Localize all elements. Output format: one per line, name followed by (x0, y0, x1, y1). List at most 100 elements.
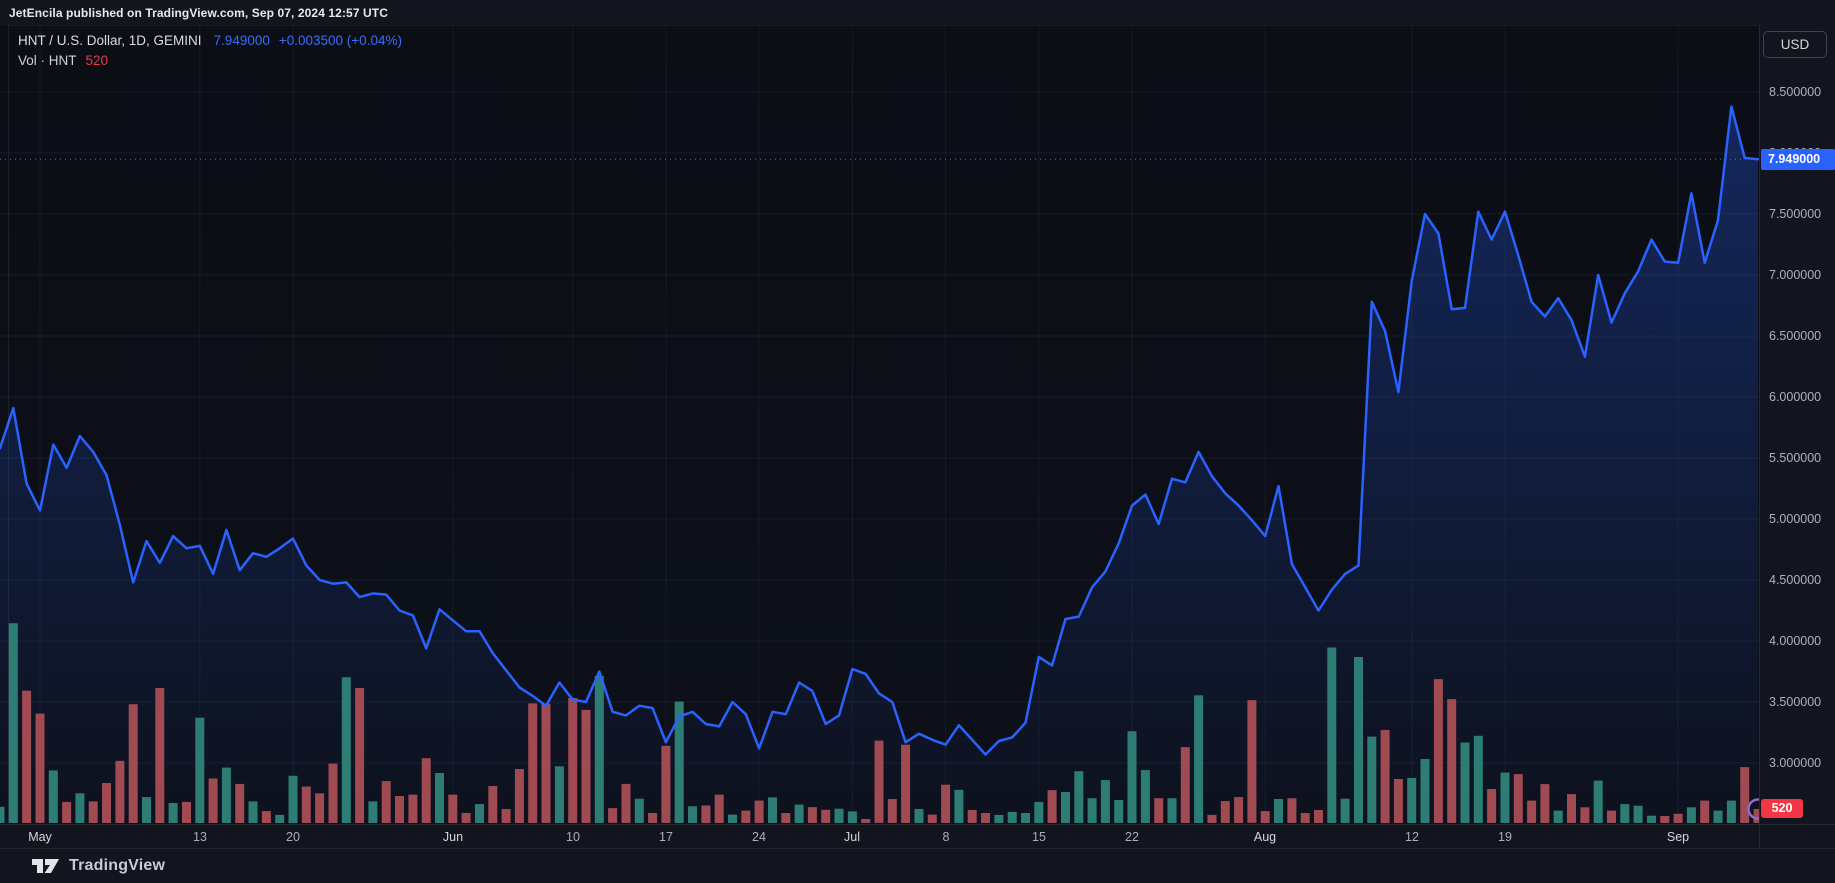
price-chart[interactable] (0, 25, 1759, 824)
legend-symbol-row[interactable]: HNT / U.S. Dollar, 1D, GEMINI 7.949000 +… (18, 31, 402, 49)
volume-bar (954, 789, 964, 823)
volume-bar (781, 813, 791, 823)
attribution-bar: JetEncila published on TradingView.com, … (0, 0, 1835, 25)
volume-bar (235, 783, 245, 823)
time-axis-label: 10 (566, 830, 580, 844)
price-axis-label: 7.000000 (1769, 268, 1822, 282)
volume-bar (381, 781, 391, 823)
volume-bar (568, 698, 578, 823)
volume-bar (648, 813, 658, 823)
volume-bar (1700, 800, 1710, 823)
time-axis-label: 17 (659, 830, 673, 844)
time-axis-label: Aug (1253, 830, 1277, 844)
price-axis[interactable]: USD 8.5000008.0000007.5000007.0000006.50… (1759, 25, 1835, 824)
volume-bar (594, 675, 604, 824)
volume-bar (1007, 811, 1017, 823)
volume-bar (461, 813, 471, 823)
time-axis-label: May (28, 830, 52, 844)
attribution-text: JetEncila published on TradingView.com, … (9, 5, 388, 20)
volume-bar (927, 814, 937, 823)
volume-bar (1300, 813, 1310, 823)
volume-bar (967, 810, 977, 823)
volume-bar (48, 770, 58, 823)
volume-bar (941, 784, 951, 823)
tradingview-logo-icon (32, 859, 59, 873)
price-axis-label: 7.500000 (1769, 207, 1822, 221)
time-axis-label: 24 (752, 830, 766, 844)
symbol-title[interactable]: HNT / U.S. Dollar, 1D, GEMINI (18, 32, 202, 48)
time-axis-label: 12 (1405, 830, 1419, 844)
volume-bar (368, 801, 378, 823)
volume-bar (514, 769, 524, 823)
volume-bar (981, 813, 990, 823)
current-volume-badge: 520 (1761, 799, 1803, 818)
volume-bar (1407, 777, 1417, 823)
time-axis-label: 15 (1032, 830, 1046, 844)
volume-bar (1220, 801, 1230, 823)
volume-bar (1340, 798, 1350, 823)
volume-bar (834, 808, 844, 823)
last-price-value: 7.949000 (213, 32, 270, 48)
volume-bar (528, 703, 538, 823)
chart-legend: HNT / U.S. Dollar, 1D, GEMINI 7.949000 +… (18, 31, 402, 71)
volume-bar (395, 796, 404, 823)
price-axis-label: 3.500000 (1769, 695, 1822, 709)
price-axis-label: 4.500000 (1769, 573, 1822, 587)
volume-bar (1447, 699, 1457, 823)
volume-bar (248, 801, 258, 823)
volume-bar (714, 794, 724, 823)
last-bar-highlight-ring (1747, 798, 1759, 820)
volume-bar (1167, 798, 1177, 823)
volume-bar (1633, 805, 1643, 823)
volume-bar (341, 677, 351, 823)
time-axis-label: 20 (286, 830, 300, 844)
volume-bar (221, 767, 231, 823)
volume-bar (1140, 770, 1150, 823)
volume-bar (1500, 772, 1510, 823)
volume-bar (768, 797, 777, 823)
chart-canvas[interactable] (0, 25, 1759, 824)
tradingview-logo[interactable]: TradingView (32, 857, 165, 875)
volume-bar (1194, 695, 1204, 823)
time-axis-label: 22 (1125, 830, 1139, 844)
legend-volume-row[interactable]: Vol · HNT 520 (18, 51, 402, 69)
time-axis[interactable]: May 13 20 Jun 10 17 24 Jul 8 15 22 Aug 12 19 Sep (0, 824, 1759, 848)
volume-bar (1234, 797, 1244, 823)
volume-bar (1393, 779, 1403, 823)
volume-bar (421, 758, 431, 823)
volume-bar (1527, 800, 1537, 823)
volume-bar (1127, 731, 1137, 823)
volume-bar (661, 745, 671, 823)
volume-bar (634, 798, 644, 823)
volume-bar (1380, 729, 1390, 824)
volume-bar (1580, 807, 1590, 823)
volume-bar (728, 814, 737, 823)
volume-bar (75, 793, 85, 823)
volume-bar (128, 704, 138, 823)
volume-bar (1607, 810, 1616, 823)
volume-bar (554, 766, 564, 823)
volume-bar (901, 744, 911, 823)
volume-bar (475, 804, 484, 823)
volume-bar (0, 806, 5, 823)
volume-bar (35, 713, 45, 823)
volume-bar (435, 773, 444, 823)
volume-bar (1354, 657, 1363, 824)
volume-bar (1647, 815, 1656, 823)
volume-bar (688, 806, 697, 823)
volume-bar (874, 740, 884, 823)
volume-bar (1061, 792, 1070, 824)
volume-bar (1074, 771, 1084, 823)
volume-bar (821, 809, 831, 823)
currency-toggle-button[interactable]: USD (1763, 31, 1827, 58)
price-axis-label: 6.500000 (1769, 329, 1822, 343)
volume-bar (1100, 780, 1110, 823)
volume-bar (1553, 810, 1563, 823)
volume-bar (1593, 780, 1603, 823)
volume-bar (581, 709, 591, 823)
volume-bar (328, 763, 338, 823)
volume-bar (355, 688, 365, 823)
time-axis-label: Jun (442, 830, 464, 844)
volume-bar (1460, 742, 1470, 823)
volume-bar (541, 703, 551, 823)
